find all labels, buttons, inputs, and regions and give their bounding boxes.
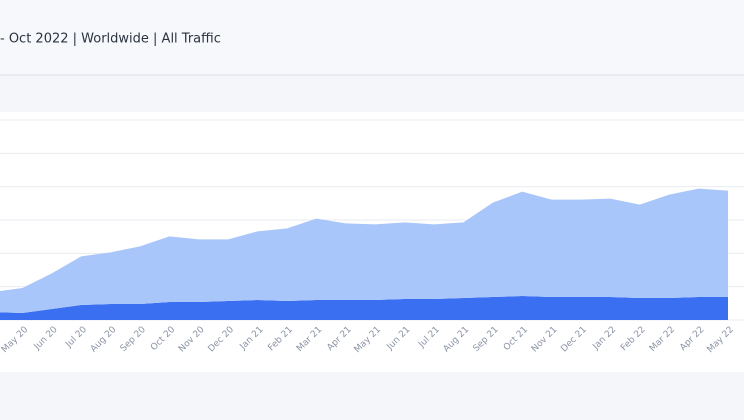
header-text: - Oct 2022 | Worldwide | All Traffic bbox=[0, 32, 221, 47]
area bbox=[0, 188, 728, 313]
header-bar bbox=[0, 0, 744, 75]
